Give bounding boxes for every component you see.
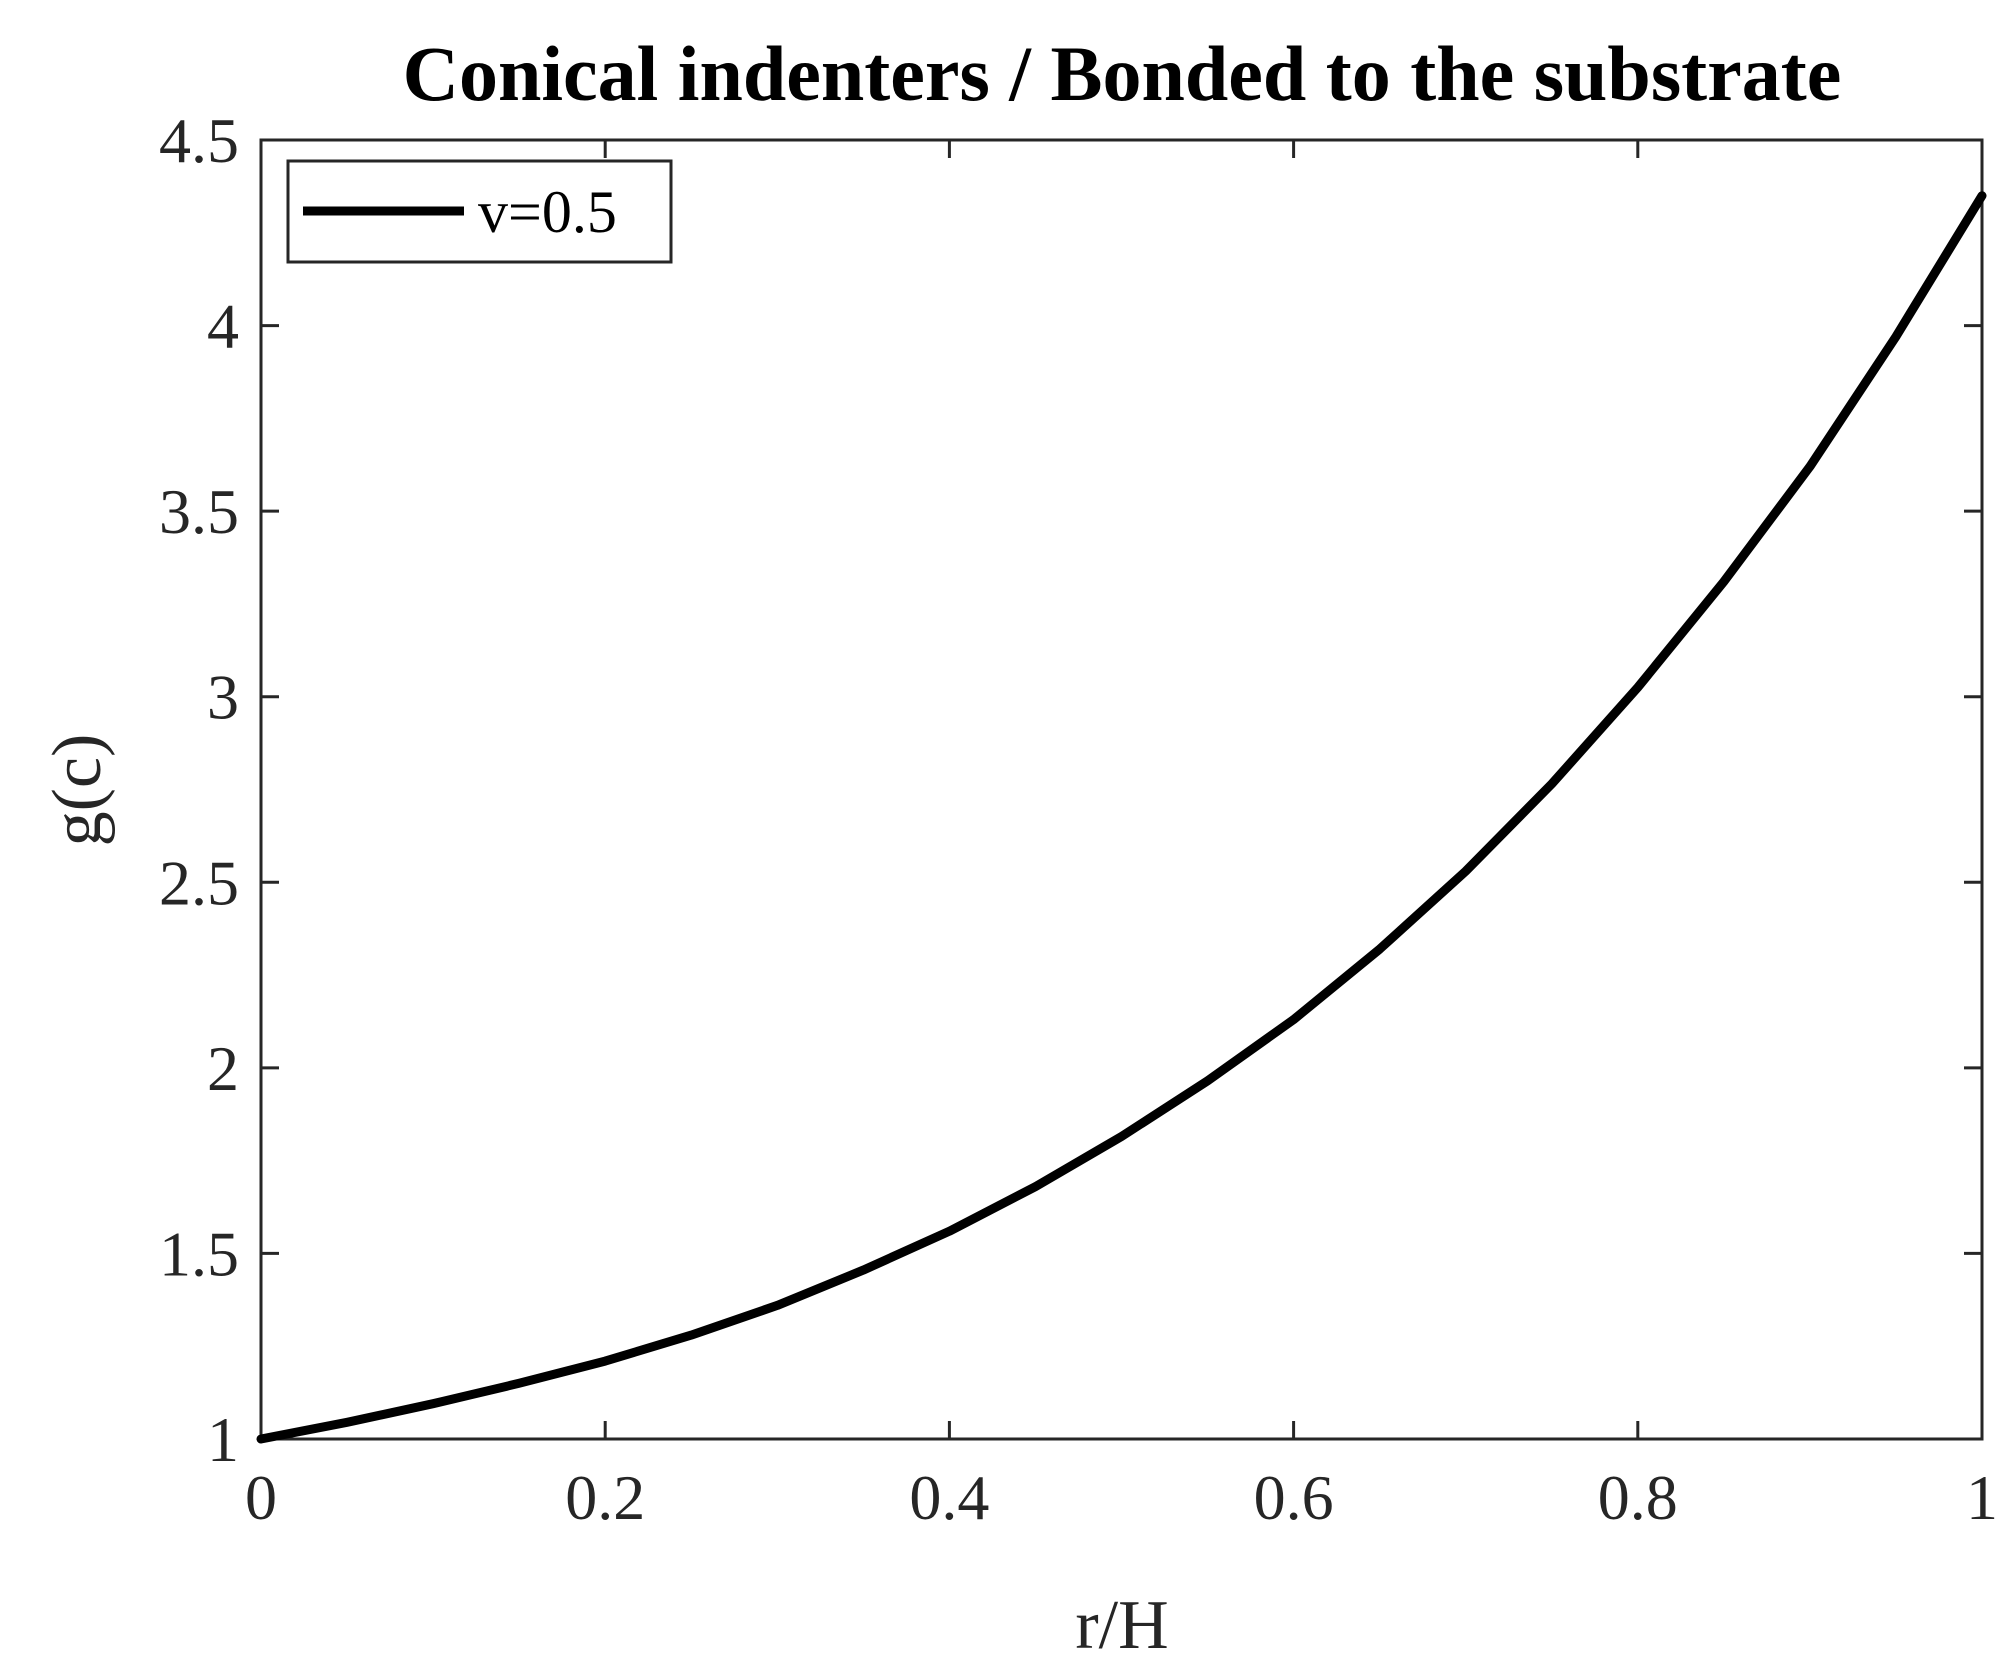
x-tick-label: 1 <box>1966 1462 1998 1533</box>
x-tick-label: 0 <box>245 1462 277 1533</box>
y-tick-label: 4 <box>207 291 239 362</box>
y-tick-label: 1.5 <box>159 1218 239 1289</box>
x-tick-label: 0.6 <box>1254 1462 1334 1533</box>
x-tick-label: 0.2 <box>565 1462 645 1533</box>
y-tick-label: 4.5 <box>159 105 239 176</box>
axes-box <box>259 138 1984 1441</box>
x-tick-label: 0.8 <box>1598 1462 1678 1533</box>
plot-area <box>256 138 1987 1444</box>
y-tick-label: 2 <box>207 1033 239 1104</box>
legend-entry-label: v=0.5 <box>478 179 617 245</box>
y-tick-label: 3 <box>207 662 239 733</box>
y-tick-label: 3.5 <box>159 476 239 547</box>
x-tick-label: 0.4 <box>909 1462 989 1533</box>
legend: v=0.5 <box>286 159 673 264</box>
y-tick-label: 1 <box>207 1404 239 1475</box>
series-line-0 <box>256 191 1987 1444</box>
y-tick-label: 2.5 <box>159 847 239 918</box>
chart-title: Conical indenters / Bonded to the substr… <box>403 30 1842 117</box>
tick-labels: 0 0.2 0.4 0.6 0.8 1 1 1.5 2 2.5 3 3.5 4 4.5 <box>159 105 1998 1533</box>
y-axis-label: g(c) <box>39 734 116 847</box>
x-axis-label: r/H <box>1075 1587 1168 1664</box>
